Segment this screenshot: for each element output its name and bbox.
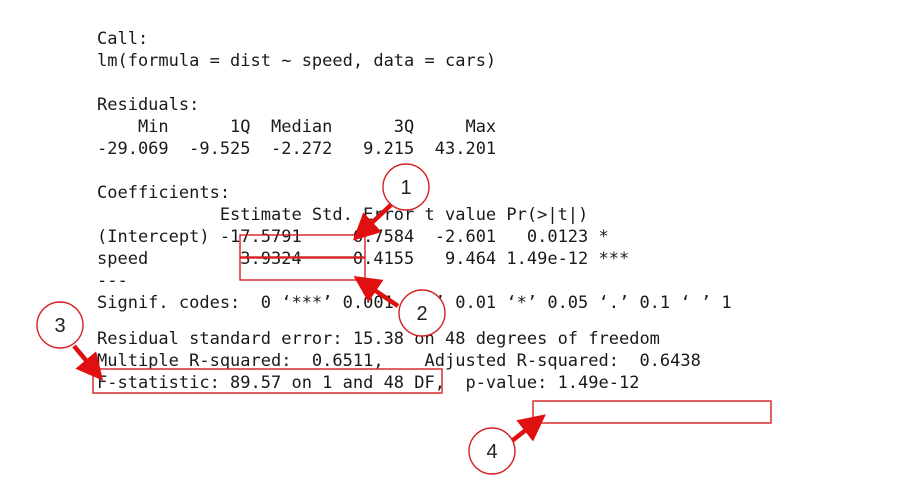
callout-circle-3 bbox=[36, 301, 84, 349]
callout-number-3: 3 bbox=[54, 315, 65, 337]
signif-codes: Signif. codes: 0 ‘***’ 0.001 ‘**’ 0.01 ‘… bbox=[97, 293, 732, 313]
coefficients-row-speed: speed 3.9324 0.4155 9.464 1.49e-12 *** bbox=[97, 249, 630, 269]
r-squared-line: Multiple R-squared: 0.6511, Adjusted R-s… bbox=[97, 351, 712, 371]
call-header: Call: bbox=[97, 29, 149, 49]
arrow-3 bbox=[72, 344, 104, 381]
residual-standard-error: Residual standard error: 15.38 on 48 deg… bbox=[97, 329, 660, 349]
arrow-4 bbox=[506, 414, 546, 446]
separator: --- bbox=[97, 271, 128, 291]
callout-circle-4 bbox=[468, 427, 516, 475]
coefficients-column-names: Estimate Std. Error t value Pr(>|t|) bbox=[97, 205, 630, 225]
r-console-output: Call: lm(formula = dist ~ speed, data = c… bbox=[97, 28, 732, 394]
f-statistic-line: F-statistic: 89.57 on 1 and 48 DF, p-val… bbox=[97, 373, 640, 393]
coefficients-row-intercept: (Intercept) -17.5791 6.7584 -2.601 0.012… bbox=[97, 227, 630, 247]
call-formula: lm(formula = dist ~ speed, data = cars) bbox=[97, 51, 497, 71]
highlight-box-p-value bbox=[532, 400, 772, 424]
spacer bbox=[97, 160, 732, 182]
callout-number-4: 4 bbox=[486, 441, 497, 463]
residuals-values: -29.069 -9.525 -2.272 9.215 43.201 bbox=[97, 139, 507, 159]
residuals-labels: Min 1Q Median 3Q Max bbox=[97, 117, 507, 137]
coefficients-header: Coefficients: bbox=[97, 183, 231, 203]
residuals-header: Residuals: bbox=[97, 95, 200, 115]
spacer bbox=[97, 72, 732, 94]
spacer bbox=[97, 314, 732, 328]
